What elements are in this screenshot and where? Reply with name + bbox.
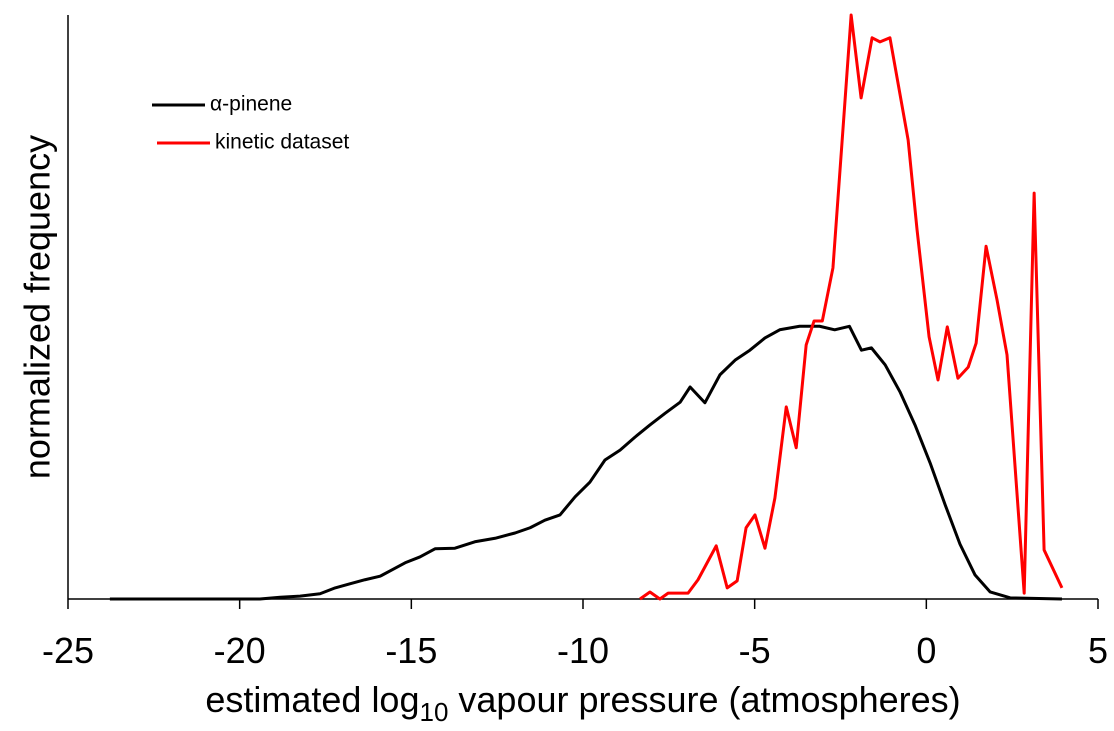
x-tick-label: 0	[916, 630, 936, 671]
x-axis-label-part: estimated log	[205, 679, 419, 720]
x-tick-label: 5	[1088, 630, 1108, 671]
series-line	[639, 13, 1064, 601]
x-tick-label: -5	[739, 630, 771, 671]
x-tick-label: -15	[385, 630, 437, 671]
y-axis-label: normalized frequency	[17, 135, 58, 479]
x-tick-label: -20	[214, 630, 266, 671]
series-line	[109, 324, 1062, 601]
legend-label: α-pinene	[210, 93, 292, 116]
x-tick-label: -25	[42, 630, 94, 671]
x-tick-label: -10	[557, 630, 609, 671]
legend-label: kinetic dataset	[215, 131, 349, 154]
x-axis-label: estimated log10 vapour pressure (atmosph…	[205, 679, 960, 727]
x-axis-label-subscript: 10	[419, 697, 448, 727]
x-axis-label-part: vapour pressure (atmospheres)	[448, 679, 960, 720]
